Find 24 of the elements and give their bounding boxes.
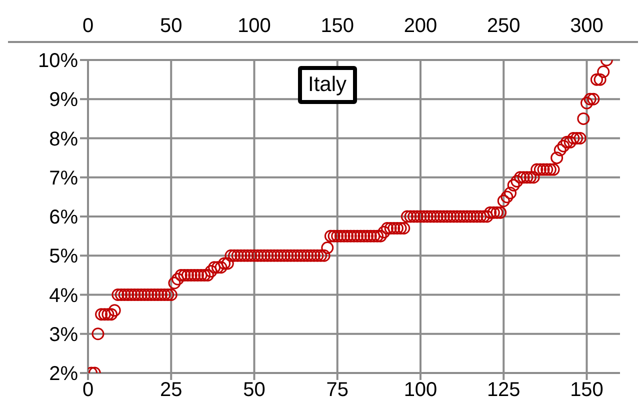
- y-tick-label: 6%: [49, 206, 78, 229]
- y-tick-label: 5%: [49, 246, 78, 268]
- y-tick-label: 9%: [49, 89, 78, 112]
- x2-tick-label: 0: [82, 15, 94, 37]
- x-tick-label: 0: [82, 379, 94, 402]
- x2-tick-label: 300: [570, 15, 604, 37]
- x-tick-label: 75: [326, 379, 348, 402]
- x2-tick-label: 250: [486, 15, 520, 37]
- y-tick-label: 10%: [38, 50, 78, 72]
- text: Italy: [298, 66, 357, 104]
- x-tick-label: 100: [404, 379, 438, 402]
- x2-tick-label: 100: [238, 15, 271, 37]
- y-tick-label: 7%: [49, 167, 78, 190]
- x-tick-label: 150: [570, 379, 604, 402]
- x-tick-label: 25: [160, 379, 182, 402]
- x-tick-label: 50: [243, 379, 266, 402]
- x2-tick-label: 200: [404, 15, 438, 37]
- x2-tick-label: 50: [160, 15, 182, 37]
- x-tick-label: 125: [486, 379, 520, 402]
- x2-tick-label: 150: [320, 15, 354, 37]
- y-tick-label: 8%: [49, 128, 78, 150]
- y-tick-label: 4%: [49, 284, 78, 307]
- y-tick-label: 2%: [49, 363, 78, 386]
- y-tick-label: 3%: [49, 324, 78, 346]
